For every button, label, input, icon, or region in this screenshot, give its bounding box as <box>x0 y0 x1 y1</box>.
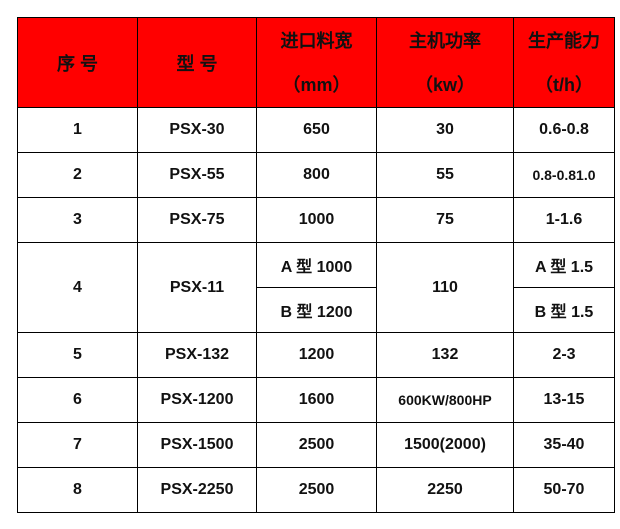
cell-capacity-b: B 型 1.5 <box>513 287 615 333</box>
cell-feed: 650 <box>256 107 377 153</box>
table-row: 6 PSX-1200 1600 600KW/800HP 13-15 <box>17 377 615 423</box>
table-row: 3 PSX-75 1000 75 1-1.6 <box>17 197 615 243</box>
cell-feed: 1200 <box>256 332 377 378</box>
table-row: 8 PSX-2250 2500 2250 50-70 <box>17 467 615 513</box>
cell-model: PSX-1500 <box>137 422 257 468</box>
header-feed-width: 进口料宽 （mm） <box>256 17 377 108</box>
header-feed-title: 进口料宽 <box>280 30 353 51</box>
cell-feed: 2500 <box>256 467 377 513</box>
cell-feed: 800 <box>256 152 377 198</box>
table-row: 7 PSX-1500 2500 1500(2000) 35-40 <box>17 422 615 468</box>
cell-feed-b: B 型 1200 <box>256 287 377 333</box>
header-capacity: 生产能力 （t/h） <box>513 17 615 108</box>
cell-no: 5 <box>17 332 138 378</box>
header-capacity-unit: （t/h） <box>535 74 593 95</box>
cell-model: PSX-11 <box>137 242 257 333</box>
cell-capacity: 0.8-0.81.0 <box>513 152 615 198</box>
cell-power: 132 <box>376 332 514 378</box>
cell-feed: 1600 <box>256 377 377 423</box>
cell-power: 110 <box>376 242 514 333</box>
cell-no: 6 <box>17 377 138 423</box>
cell-model: PSX-132 <box>137 332 257 378</box>
cell-model: PSX-2250 <box>137 467 257 513</box>
cell-model: PSX-1200 <box>137 377 257 423</box>
spec-table: 序 号 型 号 进口料宽 （mm） 主机功率 （kw） 生产能力 （t/h） 1 PSX… <box>17 17 615 513</box>
cell-power: 600KW/800HP <box>376 377 514 423</box>
cell-power: 75 <box>376 197 514 243</box>
cell-feed: 1000 <box>256 197 377 243</box>
table-row: 1 PSX-30 650 30 0.6-0.8 <box>17 107 615 153</box>
table-row: 5 PSX-132 1200 132 2-3 <box>17 332 615 378</box>
header-power-title: 主机功率 <box>409 30 481 51</box>
cell-power: 1500(2000) <box>376 422 514 468</box>
table-row-sub: B 型 1200 B 型 1.5 <box>18 287 615 333</box>
header-row: 序 号 型 号 进口料宽 （mm） 主机功率 （kw） 生产能力 （t/h） <box>17 17 615 108</box>
header-power-unit: （kw） <box>414 74 475 95</box>
header-index: 序 号 <box>17 17 138 108</box>
header-feed-unit: （mm） <box>282 74 351 95</box>
cell-capacity: 35-40 <box>513 422 615 468</box>
cell-no: 3 <box>17 197 138 243</box>
cell-capacity: 50-70 <box>513 467 615 513</box>
cell-model: PSX-55 <box>137 152 257 198</box>
cell-capacity: 1-1.6 <box>513 197 615 243</box>
cell-capacity: 13-15 <box>513 377 615 423</box>
header-power: 主机功率 （kw） <box>376 17 514 108</box>
cell-no: 2 <box>17 152 138 198</box>
cell-capacity: 2-3 <box>513 332 615 378</box>
header-model: 型 号 <box>137 17 257 108</box>
cell-no: 4 <box>17 242 138 333</box>
cell-model: PSX-75 <box>137 197 257 243</box>
cell-capacity: 0.6-0.8 <box>513 107 615 153</box>
cell-power: 30 <box>376 107 514 153</box>
cell-power: 2250 <box>376 467 514 513</box>
cell-no: 8 <box>17 467 138 513</box>
cell-no: 1 <box>17 107 138 153</box>
cell-model: PSX-30 <box>137 107 257 153</box>
header-capacity-title: 生产能力 <box>528 30 600 51</box>
cell-feed-a: A 型 1000 <box>256 242 377 288</box>
cell-feed: 2500 <box>256 422 377 468</box>
cell-power: 55 <box>376 152 514 198</box>
cell-no: 7 <box>17 422 138 468</box>
table-row: 2 PSX-55 800 55 0.8-0.81.0 <box>17 152 615 198</box>
table-row: 4 PSX-11 A 型 1000 110 A 型 1.5 <box>17 242 615 333</box>
cell-capacity-a: A 型 1.5 <box>513 242 615 288</box>
